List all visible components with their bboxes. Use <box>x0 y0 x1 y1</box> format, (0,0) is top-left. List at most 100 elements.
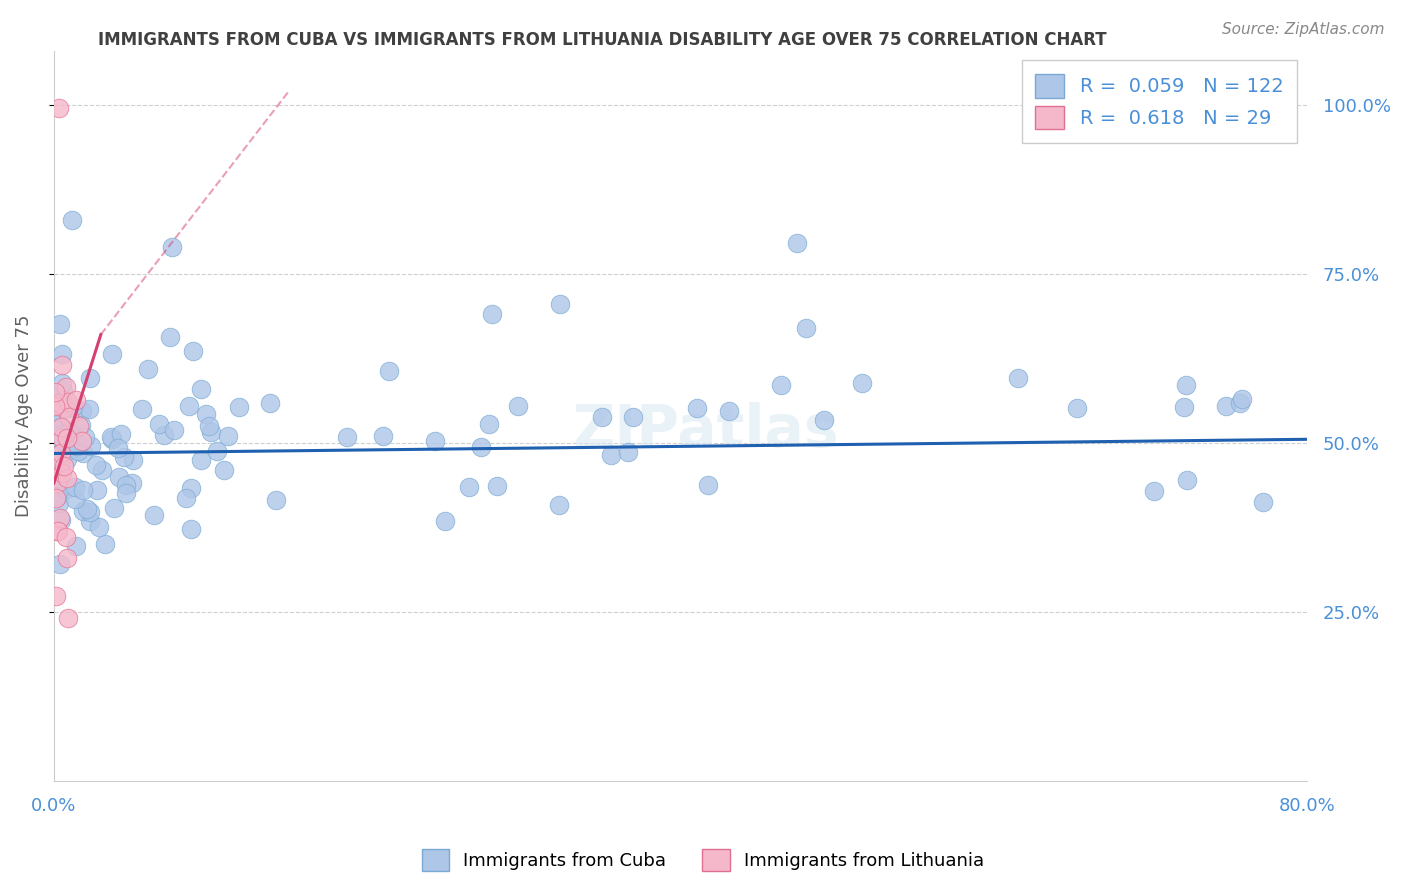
Point <box>1173 400 1195 414</box>
Point <box>46 524 69 539</box>
Point <box>101 432 124 446</box>
Point <box>697 477 720 491</box>
Point <box>48 496 70 510</box>
Point <box>48 318 70 332</box>
Point <box>48 511 70 525</box>
Point <box>44 384 66 399</box>
Point <box>49 558 72 572</box>
Point <box>1175 377 1198 392</box>
Point <box>548 498 571 512</box>
Point <box>52 401 75 416</box>
Point <box>1230 392 1253 406</box>
Point <box>205 444 228 458</box>
Legend: Immigrants from Cuba, Immigrants from Lithuania: Immigrants from Cuba, Immigrants from Li… <box>415 842 991 879</box>
Point <box>264 493 287 508</box>
Point <box>79 371 101 385</box>
Point <box>433 514 456 528</box>
Point <box>103 500 125 515</box>
Point <box>46 430 69 444</box>
Point <box>470 440 492 454</box>
Point <box>48 396 70 410</box>
Point <box>87 520 110 534</box>
Point <box>46 524 69 538</box>
Point <box>56 429 79 443</box>
Point <box>214 462 236 476</box>
Point <box>46 412 69 426</box>
Point <box>72 446 94 460</box>
Point <box>163 423 186 437</box>
Point <box>46 488 69 502</box>
Point <box>195 407 218 421</box>
Point <box>56 395 79 409</box>
Point <box>46 489 69 503</box>
Point <box>121 475 143 490</box>
Point <box>794 320 817 334</box>
Point <box>86 458 108 472</box>
Point <box>51 431 73 445</box>
Point <box>49 513 72 527</box>
Point <box>259 396 281 410</box>
Point <box>55 471 77 485</box>
Point <box>56 611 79 625</box>
Point <box>65 393 87 408</box>
Point <box>770 378 793 392</box>
Point <box>1143 484 1166 499</box>
Point <box>152 427 174 442</box>
Point <box>86 483 108 498</box>
Point <box>200 425 222 440</box>
Point <box>217 429 239 443</box>
Point <box>46 416 69 430</box>
Point <box>65 439 87 453</box>
Point <box>1175 474 1198 488</box>
Point <box>458 480 481 494</box>
Point <box>51 466 73 480</box>
Point <box>65 540 87 554</box>
Point <box>599 448 621 462</box>
Point <box>51 347 73 361</box>
Legend: R =  0.059   N = 122, R =  0.618   N = 29: R = 0.059 N = 122, R = 0.618 N = 29 <box>1022 61 1298 143</box>
Point <box>181 344 204 359</box>
Point <box>51 419 73 434</box>
Point <box>508 400 530 414</box>
Point <box>1251 494 1274 508</box>
Point <box>46 475 69 490</box>
Point <box>100 430 122 444</box>
Point <box>107 470 129 484</box>
Point <box>79 505 101 519</box>
Point <box>56 452 79 467</box>
Point <box>45 491 67 506</box>
Point <box>70 404 93 418</box>
Point <box>131 401 153 416</box>
Point <box>55 531 77 545</box>
Point <box>51 434 73 448</box>
Point <box>66 443 89 458</box>
Point <box>56 431 79 445</box>
Point <box>159 329 181 343</box>
Point <box>121 453 143 467</box>
Point <box>486 479 509 493</box>
Point <box>51 384 73 399</box>
Point <box>136 362 159 376</box>
Point <box>62 401 84 415</box>
Text: Source: ZipAtlas.com: Source: ZipAtlas.com <box>1222 22 1385 37</box>
Point <box>67 418 90 433</box>
Point <box>142 508 165 522</box>
Point <box>616 445 638 459</box>
Point <box>73 430 96 444</box>
Point <box>190 452 212 467</box>
Point <box>378 364 401 378</box>
Point <box>56 443 79 458</box>
Point <box>1215 400 1237 414</box>
Point <box>52 393 75 408</box>
Point <box>60 212 83 227</box>
Point <box>174 491 197 505</box>
Point <box>107 441 129 455</box>
Point <box>160 240 183 254</box>
Point <box>70 434 93 449</box>
Point <box>197 419 219 434</box>
Point <box>148 417 170 431</box>
Point <box>112 450 135 464</box>
Point <box>115 486 138 500</box>
Point <box>851 376 873 390</box>
Point <box>94 537 117 551</box>
